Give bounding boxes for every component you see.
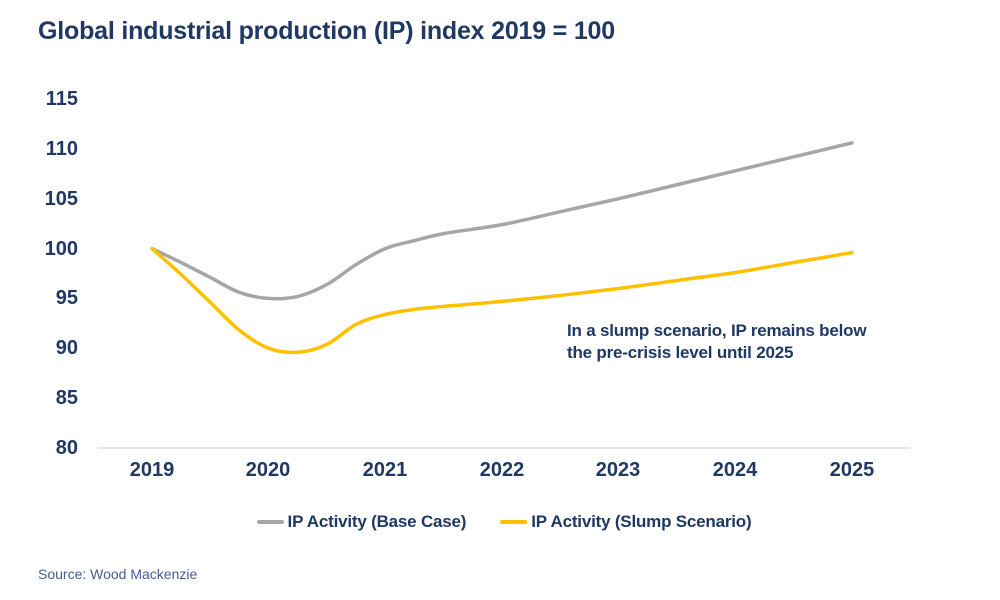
x-axis-tick: 2020: [245, 459, 291, 481]
x-axis-tick: 2019: [129, 459, 175, 481]
chart-legend: IP Activity (Base Case) IP Activity (Slu…: [98, 512, 910, 532]
x-axis-tick: 2021: [362, 459, 408, 481]
y-axis-tick: 90: [55, 337, 78, 359]
annotation-line-1: In a slump scenario, IP remains below: [567, 321, 867, 340]
annotation-line-2: the pre-crisis level until 2025: [567, 343, 794, 362]
x-axis-tick: 2023: [595, 459, 641, 481]
y-axis-tick: 110: [45, 138, 78, 160]
source-note: Source: Wood Mackenzie: [38, 566, 198, 582]
legend-dash-icon: [500, 520, 528, 524]
x-axis-tick: 2025: [829, 459, 875, 481]
legend-item-base-case: IP Activity (Base Case): [256, 512, 467, 532]
x-axis: 2019 2020 2021 2022 2023 2024 2025: [0, 458, 1000, 488]
series-line-base-case: [150, 141, 854, 301]
legend-label-slump-scenario: IP Activity (Slump Scenario): [531, 512, 752, 531]
x-axis-tick: 2022: [479, 459, 525, 481]
y-axis-tick: 115: [45, 88, 78, 110]
y-axis-tick: 85: [55, 387, 78, 409]
chart-annotation: In a slump scenario, IP remains below th…: [567, 320, 907, 364]
y-axis-tick: 95: [55, 287, 78, 309]
y-axis: 115 110 105 100 95 90 85 80: [28, 0, 78, 600]
legend-dash-icon: [256, 520, 284, 524]
y-axis-tick: 100: [44, 238, 78, 260]
chart-title: Global industrial production (IP) index …: [38, 17, 615, 45]
legend-label-base-case: IP Activity (Base Case): [287, 512, 467, 531]
y-axis-tick: 105: [44, 188, 78, 210]
x-axis-tick: 2024: [712, 459, 758, 481]
legend-item-slump-scenario: IP Activity (Slump Scenario): [500, 512, 752, 532]
y-axis-tick: 80: [55, 437, 78, 459]
series-line-slump-scenario: [150, 246, 854, 355]
